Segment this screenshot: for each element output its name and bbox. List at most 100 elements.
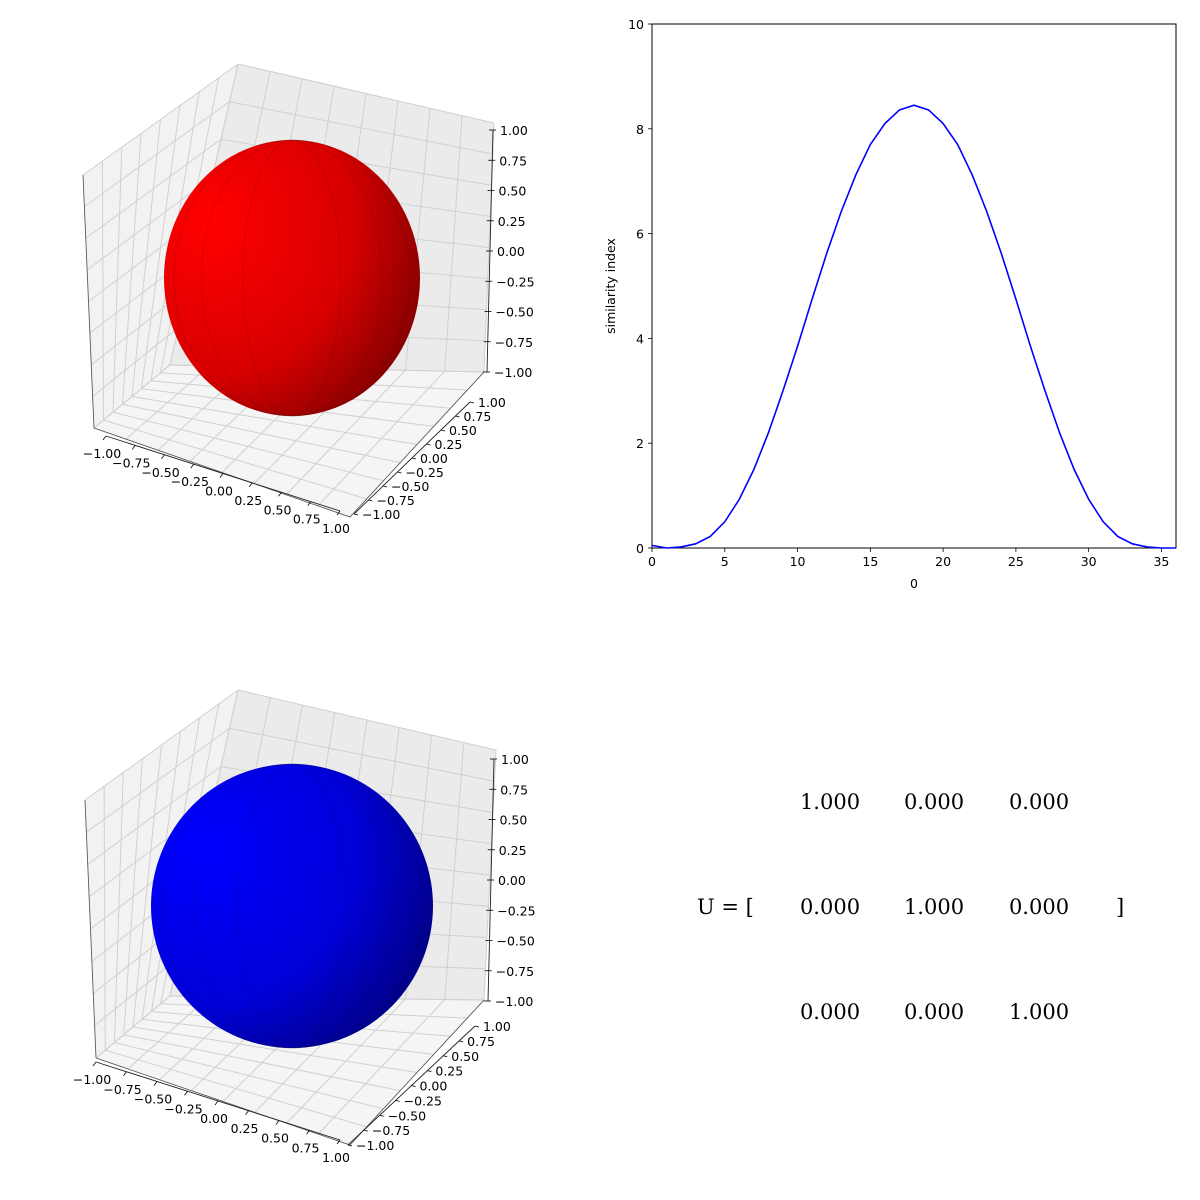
x-tick-label: −0.75 [103, 1082, 141, 1097]
sphere-plot-red: 1.000.750.500.250.00−0.25−0.50−0.75−1.00… [82, 63, 535, 536]
x-axis-label: 0 [910, 576, 918, 591]
x-tick-label: 5 [721, 554, 729, 569]
y-tick-label: 0.50 [449, 423, 477, 438]
x-tick-label: −1.00 [83, 446, 121, 461]
z-tick-label: 1.00 [500, 123, 528, 138]
matrix-cell: 0.000 [904, 1000, 964, 1024]
matrix-cell: 1.000 [1009, 1000, 1069, 1024]
x-tick-label: 0.50 [261, 1131, 289, 1146]
y-tick-label: 4 [636, 331, 644, 346]
x-tick [307, 501, 312, 506]
x-tick-label: 0.25 [234, 493, 262, 508]
sphere-surface-blue [151, 763, 433, 1049]
x-tick [184, 1091, 188, 1096]
sphere-meridian [161, 763, 423, 1049]
axis-edges [82, 174, 485, 518]
y-tick [411, 1085, 416, 1087]
series-line [651, 104, 1176, 549]
similarity-line-chart: 0 5 10 15 20 25 30 35 0 2 4 6 8 10 0 similarity inde… [603, 17, 1177, 591]
y-tick [382, 485, 388, 488]
gridline-right [444, 742, 465, 1000]
gridline-left [131, 119, 161, 397]
x-tick-label: −0.25 [164, 1101, 202, 1116]
z-tick-label: 0.75 [499, 153, 527, 168]
y-tick-label: 1.00 [478, 395, 506, 410]
matrix-u: U = [ ] 1.000 0.000 0.000 0.000 1.000 0.000 0.… [697, 790, 1124, 1024]
x-tick [92, 1061, 97, 1067]
x-tick-label: −0.75 [112, 455, 150, 470]
y-tick-label: −1.00 [362, 507, 400, 522]
series-line-path [651, 104, 1176, 549]
x-tick [219, 473, 224, 478]
sphere-meridian [173, 139, 411, 417]
x-tick [306, 1130, 310, 1135]
y-tick-label: −0.50 [391, 479, 429, 494]
matrix-cell: 0.000 [800, 1000, 860, 1024]
y-tick-label: 0.75 [467, 1034, 495, 1049]
z-tick-label: −1.00 [495, 994, 533, 1009]
pane-floor [94, 365, 484, 517]
sphere-surface-red [164, 139, 420, 417]
sphere-meridian [191, 763, 393, 1049]
y-tick-label: −0.25 [406, 465, 444, 480]
y-axis-ticks: 0 2 4 6 8 10 [628, 17, 652, 556]
y-tick-label: 2 [636, 436, 644, 451]
x-tick [275, 1120, 280, 1125]
x-tick [336, 1139, 341, 1145]
y-tick [363, 1129, 368, 1132]
z-tick-label: −0.25 [497, 903, 535, 918]
sphere-plot-blue: 1.000.750.500.250.00−0.25−0.50−0.75−1.00… [73, 689, 536, 1165]
y-tick-label: 1.00 [483, 1019, 511, 1034]
y-tick [459, 1040, 464, 1043]
z-tick-label: 0.50 [500, 813, 528, 828]
x-tick-label: 0.25 [231, 1121, 259, 1136]
matrix-cell: 0.000 [904, 790, 964, 814]
y-tick [347, 1144, 353, 1147]
y-tick [395, 1099, 400, 1102]
gridline-floor [286, 998, 406, 1124]
z-tick-label: −0.50 [497, 934, 535, 949]
pane-floor [96, 996, 484, 1145]
y-tick-label: −0.25 [404, 1093, 442, 1108]
sphere-meridian [161, 763, 423, 1049]
sphere-meridian [237, 763, 347, 1049]
sphere-body [164, 140, 420, 416]
y-tick [469, 401, 475, 404]
z-tick-label: 0.25 [499, 843, 527, 858]
matrix-cell: 0.000 [1009, 895, 1069, 919]
x-tick-label: 0.75 [293, 512, 321, 527]
y-tick [379, 1114, 384, 1117]
x-tick-label: −0.50 [134, 1092, 172, 1107]
y-tick [368, 499, 373, 502]
gridline-left [132, 744, 162, 1028]
plot-frame [651, 23, 1177, 549]
y-tick [353, 513, 359, 516]
x-tick-label: 30 [1081, 554, 1097, 569]
y-axis-label: similarity index [603, 238, 618, 334]
y-tick-label: −0.50 [388, 1108, 426, 1123]
sphere-meridian [200, 139, 384, 417]
gridline-floor [317, 370, 446, 507]
z-tick-label: −0.75 [496, 964, 534, 979]
x-tick [161, 454, 165, 459]
x-tick-label: 0.50 [264, 502, 292, 517]
x-tick-label: 0.75 [292, 1140, 320, 1155]
y-tick [474, 1025, 480, 1028]
axis-edges [84, 799, 485, 1146]
y-tick [440, 429, 446, 432]
x-tick-label: 10 [790, 554, 806, 569]
axes-ticks: 1.000.750.500.250.00−0.25−0.50−0.75−1.00… [73, 752, 536, 1165]
sphere-meridian [191, 763, 393, 1049]
x-tick [248, 482, 253, 488]
x-tick [131, 445, 136, 450]
gridline-right [483, 749, 497, 1001]
x-axis-ticks: 0 5 10 15 20 25 30 35 [648, 548, 1169, 569]
sphere-meridian [242, 139, 342, 417]
x-tick-label: 15 [862, 554, 878, 569]
x-tick [214, 1100, 219, 1106]
y-tick-label: 0 [636, 541, 644, 556]
z-tick-label: 1.00 [501, 752, 529, 767]
gridline-left [141, 105, 181, 389]
sphere-meridian [237, 763, 347, 1049]
x-tick [278, 492, 282, 497]
